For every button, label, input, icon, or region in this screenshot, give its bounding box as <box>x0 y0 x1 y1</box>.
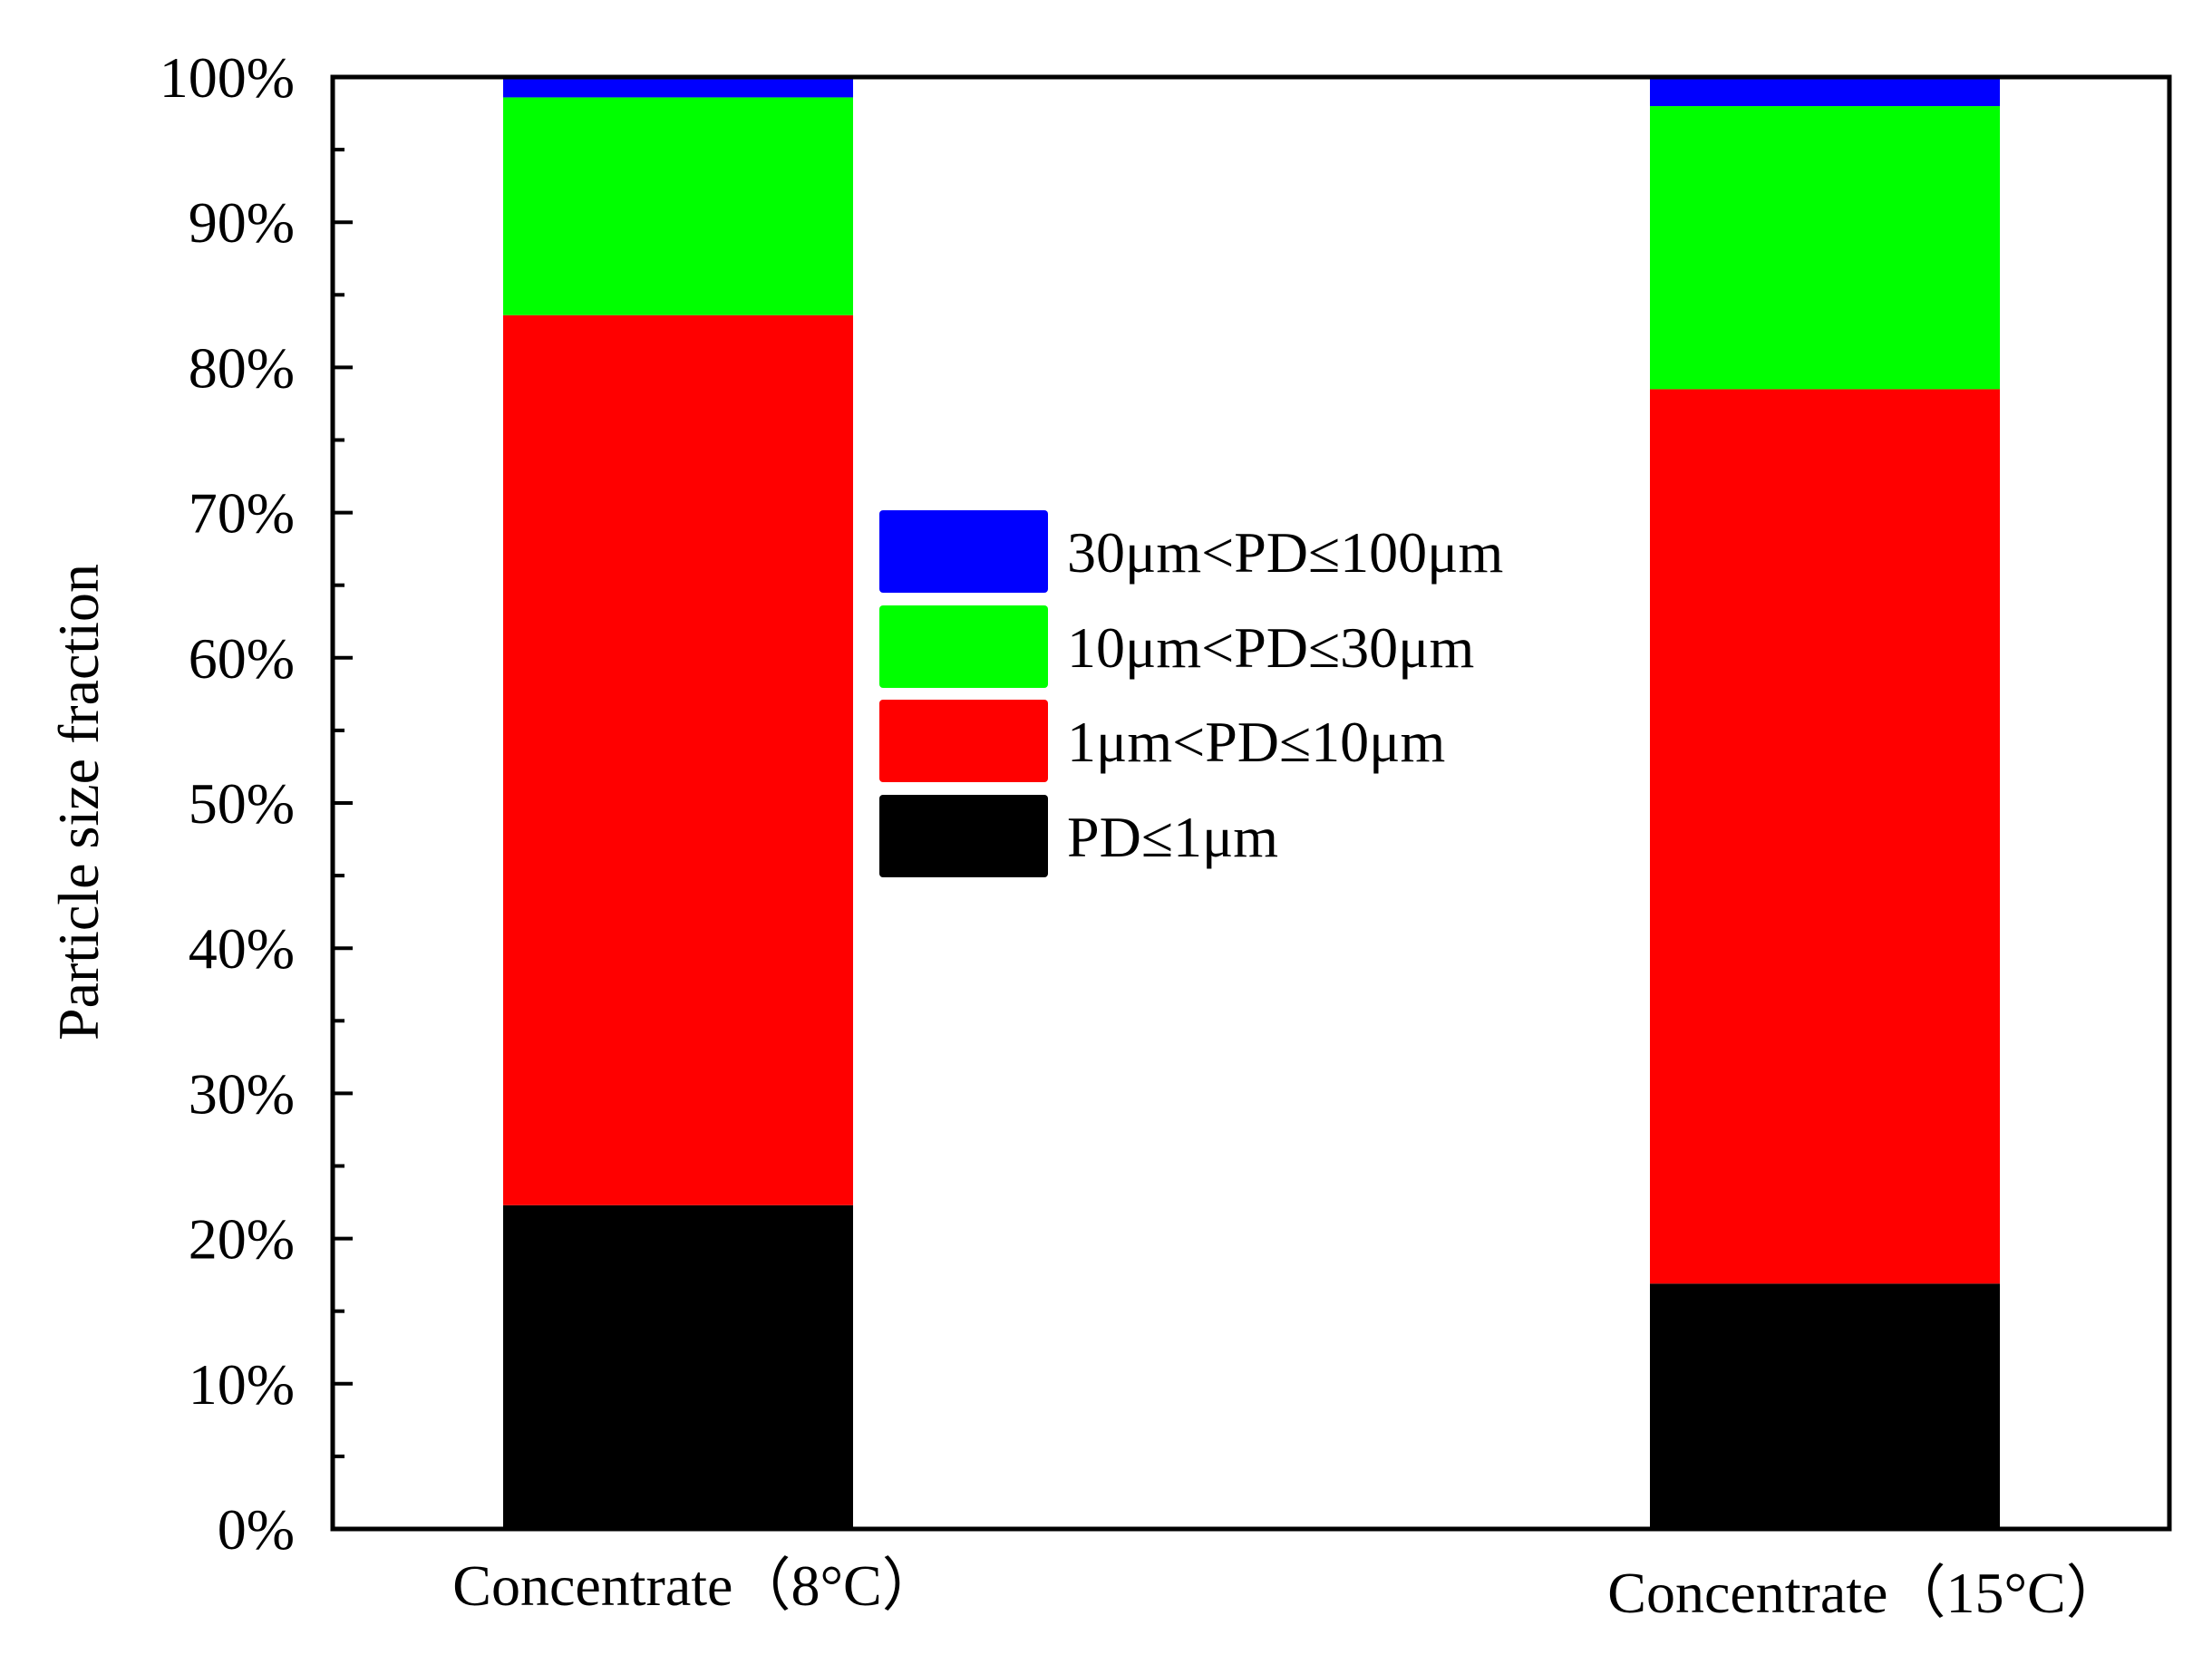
legend-swatch <box>879 605 1048 688</box>
legend-label: PD≤1μm <box>1067 805 1278 869</box>
bar-segment-2-2 <box>1650 389 2000 1284</box>
y-tick-label: 40% <box>189 916 295 981</box>
bar-segment-1-2 <box>503 314 853 1205</box>
legend-label: 10μm<PD≤30μm <box>1067 615 1474 680</box>
y-tick-label: 10% <box>189 1352 295 1417</box>
bar-segment-2-4 <box>1650 77 2000 107</box>
legend-swatch <box>879 795 1048 877</box>
legend-swatch <box>879 700 1048 782</box>
axes: 0% 10% 20% 30% 40% 50% 60% 70% 80% 90% 100% Concent… <box>160 45 2172 1625</box>
y-tick-label: 50% <box>189 771 295 836</box>
y-tick-label: 70% <box>189 481 295 546</box>
legend-label: 30μm<PD≤100μm <box>1067 520 1503 585</box>
x-category-label: Concentrate（8°C） <box>452 1553 939 1618</box>
legend: 30μm<PD≤100μm 10μm<PD≤30μm 1μm<PD≤10μm PD≤1… <box>879 510 1503 877</box>
x-category-label: Concentrate（15°C） <box>1607 1561 2123 1625</box>
y-tick-label: 0% <box>218 1497 295 1562</box>
bar-segment-2-1 <box>1650 1283 2000 1529</box>
bar-segment-1-3 <box>503 97 853 315</box>
y-tick-label: 30% <box>189 1061 295 1126</box>
y-tick-label: 90% <box>189 190 295 255</box>
bar-segment-1-1 <box>503 1204 853 1529</box>
y-tick-label: 80% <box>189 335 295 400</box>
y-axis-title: Particle size fraction <box>46 564 111 1040</box>
y-tick-label: 100% <box>160 45 295 110</box>
bar-segment-2-3 <box>1650 106 2000 390</box>
y-tick-label: 60% <box>189 626 295 691</box>
legend-swatch <box>879 510 1048 593</box>
bars-layer <box>503 77 2000 1529</box>
bar-segment-1-4 <box>503 77 853 98</box>
y-tick-label: 20% <box>189 1207 295 1272</box>
legend-label: 1μm<PD≤10μm <box>1067 710 1445 774</box>
